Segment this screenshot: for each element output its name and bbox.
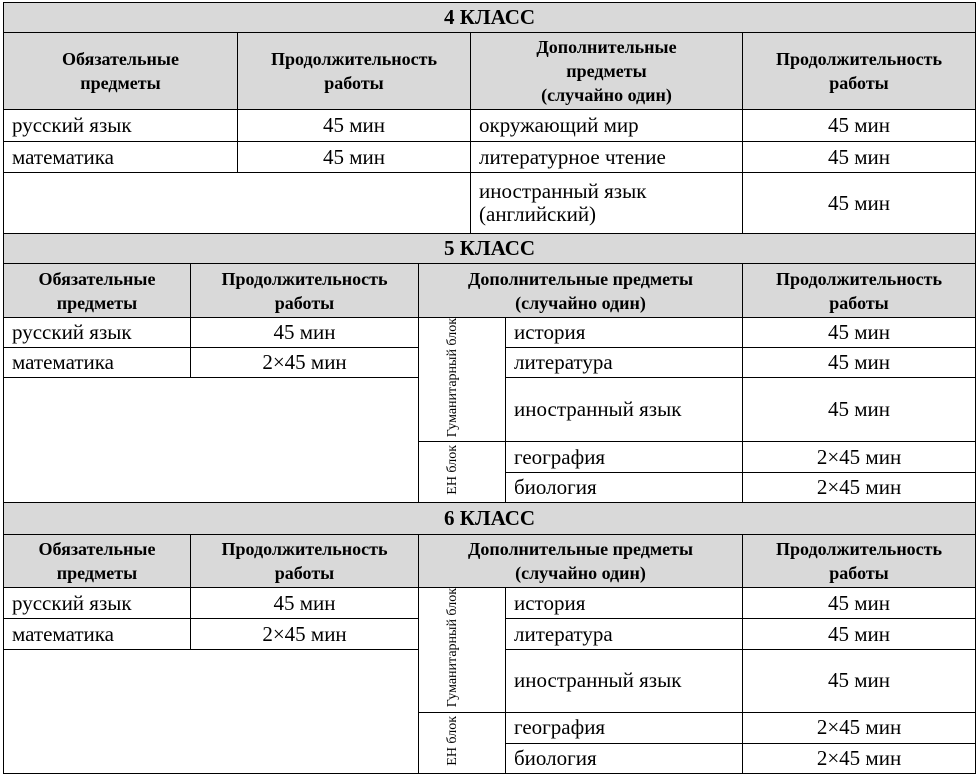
subject: история xyxy=(505,587,743,620)
section-table: 6 КЛАСС Обязательные предметы Продолжитель… xyxy=(2,502,977,774)
duration: 45 мин xyxy=(741,587,977,620)
subject: биология xyxy=(505,472,743,504)
section-table: 4 КЛАСС Обязательные предметы Продолжитель… xyxy=(2,2,977,234)
column-header: Дополнительные предметы (случайно один) xyxy=(470,32,743,110)
duration: 45 мин xyxy=(741,649,977,713)
column-header: Продолжительность работы xyxy=(190,534,419,589)
subject: математика xyxy=(3,141,238,173)
subject: география xyxy=(505,711,743,744)
section-title: 5 КЛАСС xyxy=(2,233,977,264)
subject: иностранный язык xyxy=(505,649,743,713)
subject: математика xyxy=(3,347,191,378)
data-row: математика 2×45 мин литература 45 мин xyxy=(3,347,977,378)
title-row: 5 КЛАСС xyxy=(2,233,977,264)
subject: русский язык xyxy=(3,587,191,620)
column-header: Обязательные предметы xyxy=(3,32,238,110)
header-row: Обязательные предметы Продолжительность р… xyxy=(3,263,977,318)
group-label: Гуманитарный блок xyxy=(418,316,506,443)
data-row: русский язык 45 мин Гуманитарный блок истор… xyxy=(3,316,977,443)
empty-cell xyxy=(3,649,419,774)
duration: 45 мин xyxy=(237,141,471,173)
duration: 45 мин xyxy=(741,347,977,378)
data-row: русский язык 45 мин Гуманитарный блок истор… xyxy=(3,587,977,713)
subject: литературное чтение xyxy=(470,141,743,173)
group-label-text: ЕН блок xyxy=(445,445,460,496)
subject: окружающий мир xyxy=(470,109,743,142)
duration: 2×45 мин xyxy=(190,618,419,651)
column-header: Обязательные предметы xyxy=(3,263,191,318)
duration: 2×45 мин xyxy=(190,347,419,378)
subject: история xyxy=(505,317,743,348)
column-header: Продолжительность работы xyxy=(237,32,471,110)
duration: 45 мин xyxy=(190,587,419,620)
group-label-text: Гуманитарный блок xyxy=(445,588,460,708)
column-header: Обязательные предметы xyxy=(3,534,191,589)
duration: 2×45 мин xyxy=(741,711,977,744)
subject: математика xyxy=(3,618,191,651)
duration: 45 мин xyxy=(741,317,977,348)
data-row: ЕН блок география 2×45 мин xyxy=(4,441,977,504)
group-label: Гуманитарный блок xyxy=(418,587,506,713)
duration: 45 мин xyxy=(237,109,471,142)
title-row: 4 КЛАСС xyxy=(2,2,977,33)
duration: 2×45 мин xyxy=(741,441,977,474)
subject: география xyxy=(505,441,743,474)
column-header: Продолжительность работы xyxy=(190,263,419,318)
column-header: Продолжительность работы xyxy=(741,534,977,589)
group-label: ЕН блок xyxy=(418,441,506,504)
group-label-text: ЕН блок xyxy=(445,715,460,766)
subject: биология xyxy=(505,742,743,774)
column-header: Продолжительность работы xyxy=(741,263,977,318)
data-row: биология 2×45 мин xyxy=(4,472,977,504)
duration: 2×45 мин xyxy=(741,742,977,774)
section-title: 6 КЛАСС xyxy=(2,502,977,536)
subject: русский язык xyxy=(3,109,238,142)
subject: иностранный язык xyxy=(505,376,743,443)
duration: 2×45 мин xyxy=(741,472,977,504)
duration: 45 мин xyxy=(741,172,977,234)
group-label-text: Гуманитарный блок xyxy=(445,318,460,438)
duration: 45 мин xyxy=(741,141,977,173)
header-row: Обязательные предметы Продолжительность р… xyxy=(3,534,977,589)
subject: иностранный язык (английский) xyxy=(470,172,743,234)
subject: литература xyxy=(505,618,743,651)
column-header: Продолжительность работы xyxy=(741,32,977,110)
duration: 45 мин xyxy=(741,109,977,142)
section-table: 5 КЛАСС Обязательные предметы Продолжитель… xyxy=(2,233,977,504)
duration: 45 мин xyxy=(190,317,419,348)
title-row: 6 КЛАСС xyxy=(2,502,977,536)
duration: 45 мин xyxy=(741,618,977,651)
subject: русский язык xyxy=(3,317,191,348)
column-header: Дополнительные предметы (случайно один) xyxy=(418,534,743,589)
data-row: иностранный язык 45 мин xyxy=(3,376,977,504)
group-label: ЕН блок xyxy=(418,711,506,774)
empty-cell xyxy=(3,172,471,234)
empty-cell xyxy=(3,376,419,504)
section-title: 4 КЛАСС xyxy=(2,2,977,33)
column-header: Дополнительные предметы (случайно один) xyxy=(418,263,743,318)
subject: литература xyxy=(505,347,743,378)
data-row: математика 45 мин литературное чтение 45 ми… xyxy=(3,141,977,173)
duration: 45 мин xyxy=(741,376,977,443)
data-row: русский язык 45 мин окружающий мир 45 мин xyxy=(3,109,977,142)
header-row: Обязательные предметы Продолжительность р… xyxy=(3,32,977,110)
data-row: иностранный язык (английский) 45 мин xyxy=(3,172,977,234)
